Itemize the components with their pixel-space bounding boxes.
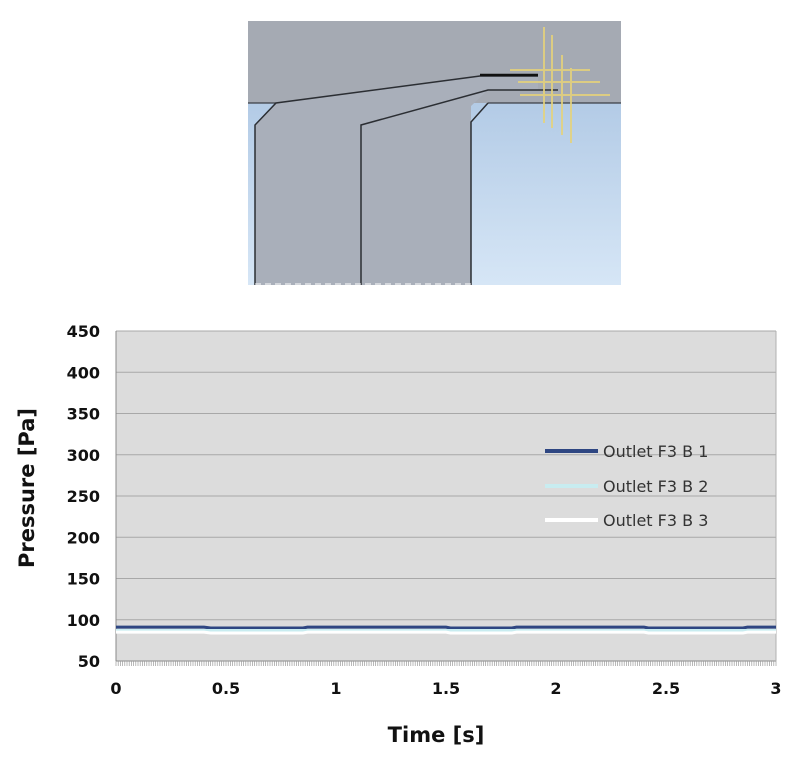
x-tick-label: 2	[550, 679, 561, 698]
right-wall-line	[470, 102, 489, 285]
x-tick-label: 0.5	[212, 679, 240, 698]
x-tick-label: 1	[330, 679, 341, 698]
x-tick-labels: 0 0.5 1 1.5 2 2.5 3	[110, 679, 781, 698]
axes	[115, 331, 777, 666]
y-tick-label: 450	[67, 322, 100, 341]
inner-channel-fill	[255, 76, 538, 285]
y-tick-label: 50	[78, 652, 100, 671]
series-line-3	[116, 630, 776, 635]
y-tick-labels: 50 100 150 200 250 300 350 400 450	[67, 322, 100, 671]
x-tick-label: 1.5	[432, 679, 460, 698]
y-tick-label: 250	[67, 487, 100, 506]
probe-cross-marks	[510, 27, 610, 143]
x-axis-title: Time [s]	[388, 723, 485, 747]
legend-label-series-1: Outlet F3 B 1	[603, 442, 708, 461]
x-minor-ticks	[115, 661, 777, 666]
legend: Outlet F3 B 1 Outlet F3 B 2 Outlet F3 B …	[545, 442, 708, 530]
y-tick-label: 300	[67, 446, 100, 465]
series-lines	[116, 625, 776, 635]
x-tick-label: 0	[110, 679, 121, 698]
y-tick-label: 400	[67, 363, 100, 382]
y-tick-label: 200	[67, 528, 100, 547]
series-line-1	[116, 625, 776, 630]
x-tick-label: 2.5	[652, 679, 680, 698]
y-tick-label: 150	[67, 570, 100, 589]
y-axis-title: Pressure [Pa]	[15, 408, 39, 568]
legend-label-series-3: Outlet F3 B 3	[603, 511, 708, 530]
y-tick-label: 350	[67, 405, 100, 424]
y-tick-label: 100	[67, 611, 100, 630]
inner-wall-line	[360, 89, 558, 285]
legend-label-series-2: Outlet F3 B 2	[603, 477, 708, 496]
x-tick-label: 3	[770, 679, 781, 698]
